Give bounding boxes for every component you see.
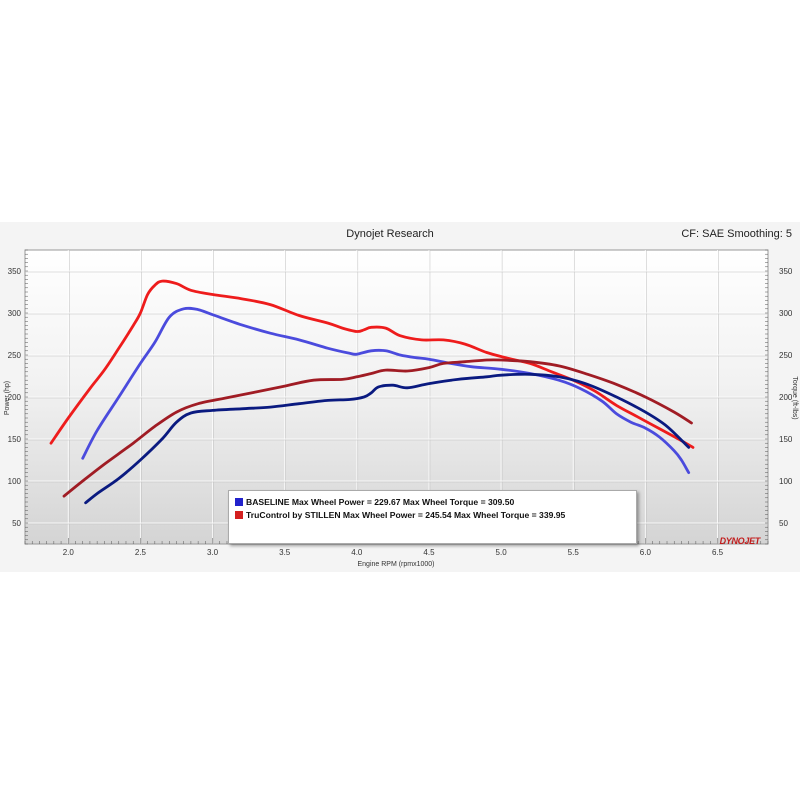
y-tick-label-right: 350 (779, 267, 793, 276)
y-tick-label-left: 350 (8, 267, 22, 276)
x-tick-label: 5.5 (568, 548, 580, 557)
series-line-baseline-torque (81, 306, 691, 474)
legend-swatch-baseline (235, 498, 243, 506)
y-tick-label-right: 50 (779, 519, 788, 528)
y-axis-left-ticks: 50 100 150 200 250 300 350 (8, 267, 22, 528)
y-tick-label-left: 150 (8, 435, 22, 444)
legend-swatch-trucontrol (235, 511, 243, 519)
dynojet-logo: DYNOJET (719, 536, 761, 546)
y-tick-label-right: 300 (779, 309, 793, 318)
x-tick-label: 3.5 (279, 548, 291, 557)
y-tick-label-left: 50 (12, 519, 21, 528)
x-tick-label: 2.0 (63, 548, 75, 557)
legend-label-baseline: BASELINE Max Wheel Power = 229.67 Max Wh… (246, 497, 515, 507)
series-line-baseline-power (84, 372, 691, 505)
y-tick-label-right: 200 (779, 393, 793, 402)
series-lines (49, 279, 695, 505)
x-tick-label: 4.5 (423, 548, 435, 557)
dyno-chart: 50 100 150 200 250 300 350 50 100 150 200 250 300 35… (0, 222, 800, 572)
series-line-trucontrol-by-stillen-power (62, 358, 693, 498)
y-tick-label-left: 100 (8, 477, 22, 486)
y-tick-label-left: 300 (8, 309, 22, 318)
y-axis-right-ticks: 50 100 150 200 250 300 350 (779, 267, 793, 528)
legend: BASELINE Max Wheel Power = 229.67 Max Wh… (228, 490, 637, 544)
chart-title: Dynojet Research (346, 228, 434, 240)
legend-item-baseline: BASELINE Max Wheel Power = 229.67 Max Wh… (235, 497, 514, 507)
x-axis-label: Engine RPM (rpmx1000) (357, 561, 434, 568)
y-axis-left-label: Power (hp) (4, 381, 11, 415)
legend-item-trucontrol: TruControl by STILLEN Max Wheel Power = … (235, 510, 565, 520)
legend-label-trucontrol: TruControl by STILLEN Max Wheel Power = … (246, 510, 566, 520)
x-tick-label: 6.5 (712, 548, 724, 557)
y-tick-label-right: 150 (779, 435, 793, 444)
x-axis-ticks: 2.0 2.5 3.0 3.5 4.0 4.5 5.0 5.5 6.0 6.5 (63, 548, 724, 557)
x-tick-label: 4.0 (351, 548, 363, 557)
x-tick-label: 6.0 (640, 548, 652, 557)
y-tick-label-right: 100 (779, 477, 793, 486)
x-tick-label: 2.5 (135, 548, 147, 557)
y-tick-label-right: 250 (779, 351, 793, 360)
y-tick-label-left: 250 (8, 351, 22, 360)
x-tick-label: 3.0 (207, 548, 219, 557)
x-tick-label: 5.0 (496, 548, 508, 557)
y-axis-right-label: Torque (ft-lbs) (791, 376, 798, 419)
correction-factor-text: CF: SAE Smoothing: 5 (681, 228, 792, 240)
y-tick-label-left: 200 (8, 393, 22, 402)
